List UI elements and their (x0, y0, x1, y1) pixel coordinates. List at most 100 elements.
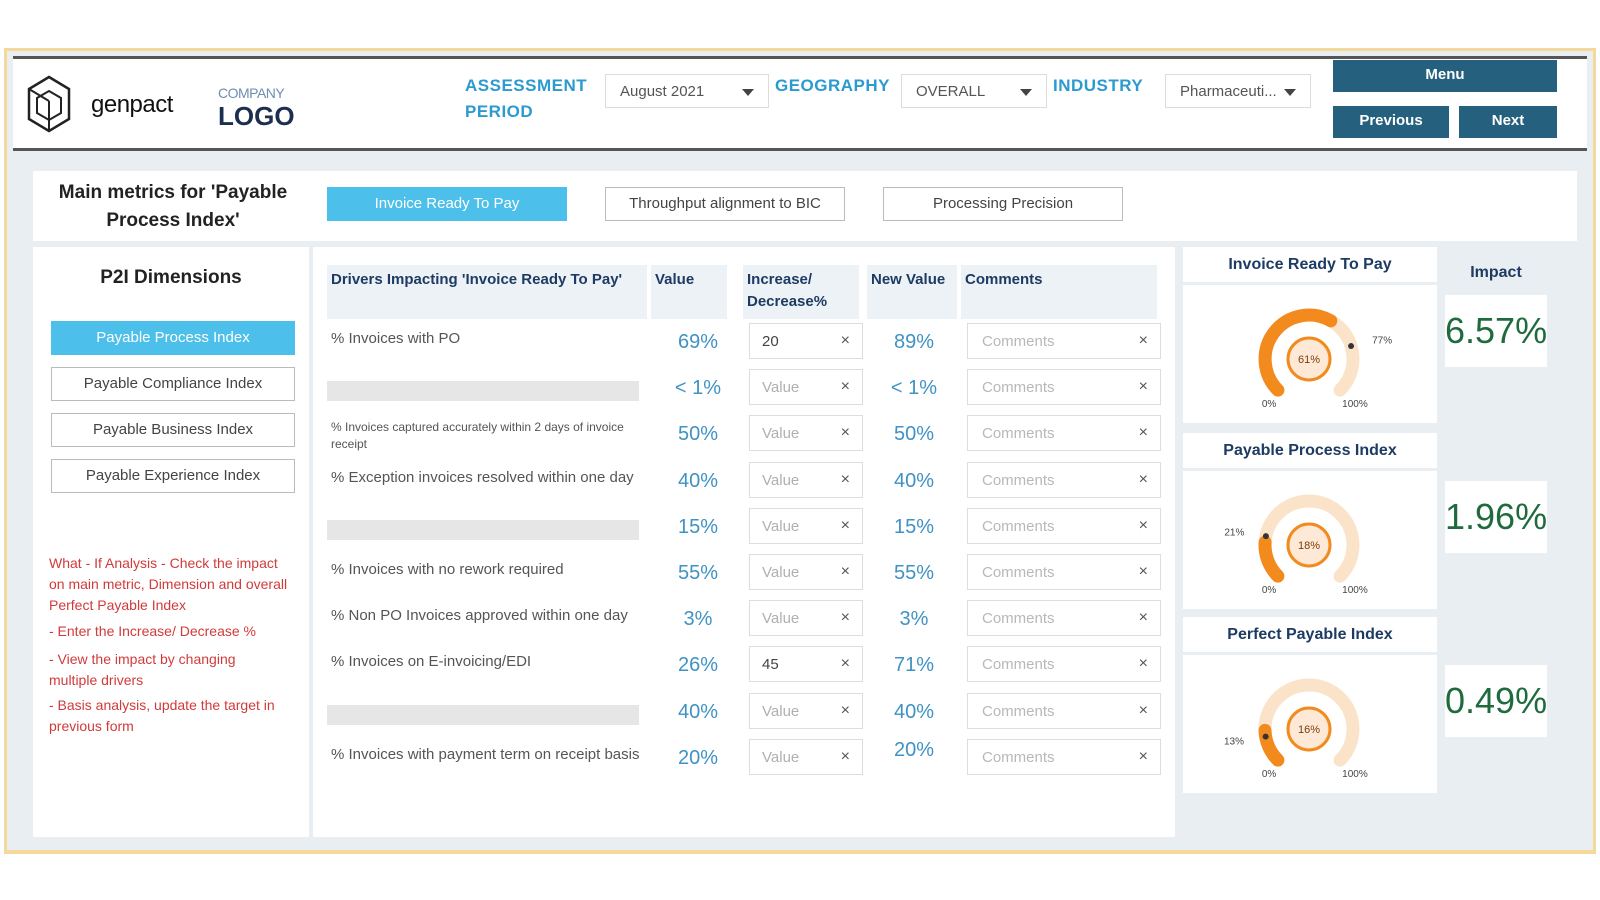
comments-input[interactable]: Comments × (967, 415, 1161, 451)
new-value: 15% (893, 516, 935, 538)
gauge-chart: 18% 21% 0% 100% (1224, 494, 1368, 596)
change-input-text: Value (762, 518, 800, 535)
clear-icon[interactable]: × (1138, 517, 1148, 534)
comments-placeholder: Comments (982, 518, 1055, 535)
clear-icon[interactable]: × (1138, 424, 1148, 441)
comments-input[interactable]: Comments × (967, 554, 1161, 590)
change-input[interactable]: Value × (749, 369, 863, 405)
driver-value: 40% (677, 701, 719, 723)
driver-label: % Invoices with no rework required (331, 561, 564, 578)
impact-value: 1.96% (1445, 481, 1547, 553)
geography-label: GEOGRAPHY (775, 76, 891, 95)
column-header-value: Value (651, 265, 727, 319)
new-value: 55% (893, 562, 935, 584)
clear-icon[interactable]: × (840, 471, 850, 488)
clear-icon[interactable]: × (840, 609, 850, 626)
clear-icon[interactable]: × (1138, 609, 1148, 626)
change-input[interactable]: Value × (749, 600, 863, 636)
change-input[interactable]: Value × (749, 415, 863, 451)
comments-placeholder: Comments (982, 703, 1055, 720)
comments-input[interactable]: Comments × (967, 323, 1161, 359)
gauge-value-arc (1258, 723, 1285, 767)
driver-label: % Non PO Invoices approved within one da… (331, 607, 628, 624)
comments-input[interactable]: Comments × (967, 462, 1161, 498)
column-header-new-value: New Value (867, 265, 957, 319)
tab-invoice-ready-to-pay[interactable]: Invoice Ready To Pay (327, 187, 567, 221)
assessment-period-select[interactable]: August 2021 (605, 74, 769, 108)
change-input[interactable]: Value × (749, 739, 863, 775)
gauge-panel: Invoice Ready To Pay 61% 77% 0% 100% (1183, 247, 1437, 423)
change-input[interactable]: Value × (749, 554, 863, 590)
clear-icon[interactable]: × (840, 702, 850, 719)
genpact-logo-icon (27, 75, 71, 133)
clear-icon[interactable]: × (840, 655, 850, 672)
page-title: Main metrics for 'Payable Process Index' (58, 182, 288, 231)
industry-select[interactable]: Pharmaceuti... (1165, 74, 1311, 108)
driver-value: 15% (677, 516, 719, 538)
comments-placeholder: Comments (982, 379, 1055, 396)
clear-icon[interactable]: × (1138, 748, 1148, 765)
clear-icon[interactable]: × (1138, 378, 1148, 395)
change-input-text: Value (762, 749, 800, 766)
dimensions-title: P2I Dimensions (100, 267, 242, 288)
header-bar: genpact COMPANY LOGO ASSESSMENT PERIOD A… (13, 56, 1587, 151)
column-header-change: Increase/ Decrease% (743, 265, 859, 319)
change-input[interactable]: 45 × (749, 646, 863, 682)
comments-placeholder: Comments (982, 656, 1055, 673)
driver-value: 69% (677, 331, 719, 353)
new-value: 20% (893, 739, 935, 761)
previous-button[interactable]: Previous (1333, 106, 1449, 138)
driver-label: % Invoices on E-invoicing/EDI (331, 653, 532, 670)
gauge-target-marker (1262, 533, 1269, 540)
comments-input[interactable]: Comments × (967, 369, 1161, 405)
clear-icon[interactable]: × (1138, 471, 1148, 488)
clear-icon[interactable]: × (840, 517, 850, 534)
dimension-payable-business-index[interactable]: Payable Business Index (51, 413, 295, 447)
clear-icon[interactable]: × (840, 748, 850, 765)
clear-icon[interactable]: × (1138, 332, 1148, 349)
change-input[interactable]: Value × (749, 508, 863, 544)
change-input[interactable]: Value × (749, 693, 863, 729)
dimension-payable-experience-index[interactable]: Payable Experience Index (51, 459, 295, 493)
gauge-target-label: 77% (1372, 336, 1392, 347)
clear-icon[interactable]: × (1138, 563, 1148, 580)
dimension-payable-process-index[interactable]: Payable Process Index (51, 321, 295, 355)
comments-input[interactable]: Comments × (967, 739, 1161, 775)
change-input[interactable]: 20 × (749, 323, 863, 359)
impact-value: 6.57% (1445, 295, 1547, 367)
gauge-center-label: 61% (1298, 354, 1320, 366)
comments-input[interactable]: Comments × (967, 508, 1161, 544)
column-header-comments: Comments (961, 265, 1157, 319)
dimension-payable-compliance-index[interactable]: Payable Compliance Index (51, 367, 295, 401)
comments-placeholder: Comments (982, 472, 1055, 489)
comments-placeholder: Comments (982, 610, 1055, 627)
comments-input[interactable]: Comments × (967, 600, 1161, 636)
clear-icon[interactable]: × (1138, 702, 1148, 719)
comments-input[interactable]: Comments × (967, 646, 1161, 682)
driver-value: 40% (677, 470, 719, 492)
tab-processing-precision[interactable]: Processing Precision (883, 187, 1123, 221)
gauge-target-label: 21% (1224, 528, 1244, 539)
comments-input[interactable]: Comments × (967, 693, 1161, 729)
geography-select[interactable]: OVERALL (901, 74, 1047, 108)
next-button[interactable]: Next (1459, 106, 1557, 138)
driver-value: 20% (677, 747, 719, 769)
clear-icon[interactable]: × (840, 424, 850, 441)
menu-button[interactable]: Menu (1333, 60, 1557, 92)
clear-icon[interactable]: × (840, 332, 850, 349)
gauge-max-label: 100% (1342, 769, 1368, 780)
new-value: < 1% (890, 377, 938, 399)
gauge-min-label: 0% (1262, 769, 1277, 780)
change-input[interactable]: Value × (749, 462, 863, 498)
change-input-text: Value (762, 472, 800, 489)
tab-throughput-alignment[interactable]: Throughput alignment to BIC (605, 187, 845, 221)
what-if-bullet: - Enter the Increase/ Decrease % (49, 623, 256, 639)
change-input-text: Value (762, 379, 800, 396)
comments-placeholder: Comments (982, 749, 1055, 766)
driver-label: % Exception invoices resolved within one… (331, 469, 634, 486)
driver-value: 55% (677, 562, 719, 584)
clear-icon[interactable]: × (840, 563, 850, 580)
clear-icon[interactable]: × (840, 378, 850, 395)
gauge-target-marker (1262, 733, 1269, 740)
clear-icon[interactable]: × (1138, 655, 1148, 672)
